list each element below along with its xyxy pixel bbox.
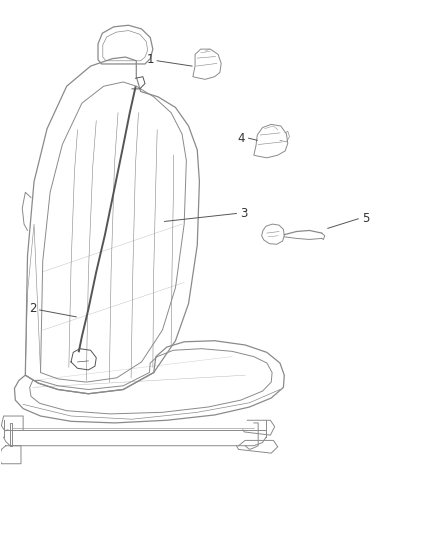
Text: 3: 3 — [240, 207, 247, 220]
Text: 4: 4 — [237, 132, 245, 144]
Text: 2: 2 — [29, 302, 36, 316]
Text: 1: 1 — [146, 53, 154, 66]
Text: 5: 5 — [362, 212, 369, 225]
